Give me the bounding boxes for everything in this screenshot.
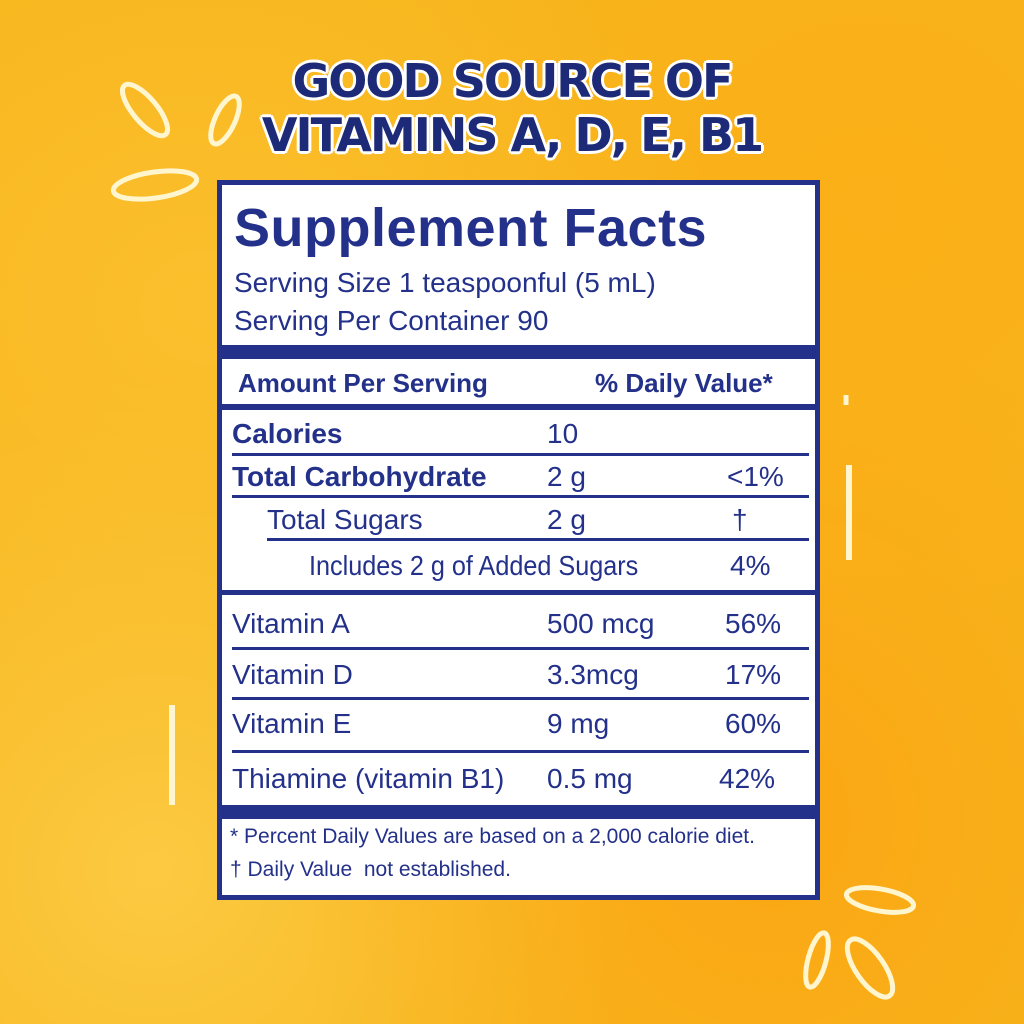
thick-divider-top (222, 345, 815, 359)
row-thiamine-amount: 0.5 mg (547, 763, 633, 794)
row-sugars-dv: † (732, 504, 748, 535)
row-carbohydrate-dv: <1% (727, 461, 784, 492)
row-vitamin-d-name: Vitamin D (232, 659, 353, 690)
panel-title: Supplement Facts (234, 198, 708, 258)
divider-1 (232, 453, 809, 456)
stroke-doodle-left (169, 705, 175, 805)
serving-size: Serving Size 1 teaspoonful (5 mL) (234, 267, 656, 298)
footnote-daily-values: * Percent Daily Values are based on a 2,… (230, 825, 755, 848)
row-calories-amount: 10 (547, 418, 579, 449)
header-daily-value: % Daily Value* (595, 368, 773, 398)
row-vitamin-e-name: Vitamin E (232, 708, 352, 739)
row-sugars-name: Total Sugars (267, 504, 423, 535)
row-calories-name: Calories (232, 418, 343, 449)
divider-6 (232, 697, 809, 700)
row-carbohydrate-amount: 2 g (547, 461, 586, 492)
divider-7 (232, 750, 809, 753)
row-vitamin-a-name: Vitamin A (232, 608, 350, 639)
divider-3 (267, 538, 809, 541)
row-vitamin-d-amount: 3.3mcg (547, 659, 639, 690)
row-vitamin-a-dv: 56% (725, 608, 782, 639)
row-vitamin-d-dv: 17% (725, 659, 782, 690)
row-added-sugars-name: Includes 2 g of Added Sugars (309, 550, 639, 581)
row-sugars-amount: 2 g (547, 504, 586, 535)
headline-line-1: GOOD SOURCE OF (292, 54, 734, 108)
divider-5 (232, 647, 809, 650)
row-thiamine-name: Thiamine (vitamin B1) (232, 763, 505, 794)
row-vitamin-e-amount: 9 mg (547, 708, 610, 739)
divider-4 (222, 590, 815, 595)
row-added-sugars-dv: 4% (730, 550, 771, 581)
row-vitamin-a-amount: 500 mcg (547, 608, 655, 639)
seed-doodle-bottom-right (803, 885, 917, 1000)
headline-line-2: VITAMINS A, D, E, B1 (261, 108, 764, 162)
thick-divider-bottom (222, 805, 815, 819)
servings-per-container: Serving Per Container 90 (234, 305, 549, 336)
footnote-not-established: † Daily Value not established. (230, 858, 511, 881)
divider-header (222, 404, 815, 410)
divider-2 (232, 495, 809, 498)
stroke-doodle-right (843, 395, 852, 560)
row-thiamine-dv: 42% (719, 763, 776, 794)
seed-doodle-top-left (110, 81, 242, 202)
header-amount-per-serving: Amount Per Serving (238, 368, 488, 398)
row-carbohydrate-name: Total Carbohydrate (232, 461, 487, 492)
supplement-facts-panel: Supplement Facts Serving Size 1 teaspoon… (217, 180, 820, 900)
row-vitamin-e-dv: 60% (725, 708, 782, 739)
